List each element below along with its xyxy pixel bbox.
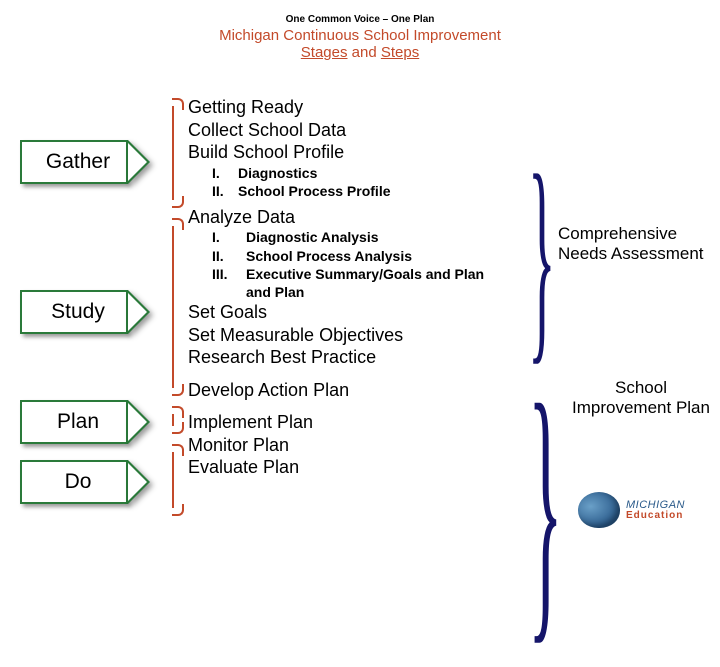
step-text: Evaluate Plan [188,456,538,479]
bracket-plan [172,406,186,434]
michigan-education-logo: MICHIGAN Education [578,490,708,530]
brace-top-icon: } [528,170,556,343]
label-school-plan: School Improvement Plan [566,378,716,419]
stage-label: Do [65,470,106,494]
stage-label: Study [51,300,119,324]
logo-swoosh-icon [578,492,620,528]
label-comprehensive: Comprehensive Needs Assessment [558,224,718,265]
substep: III.Executive Summary/Goals and Plan [188,265,538,283]
stage-gather: Gather [20,140,150,184]
substep: and Plan [188,283,538,301]
logo-line1: MICHIGAN [626,500,685,511]
substep: I.Diagnostics [188,164,538,182]
substep: II.School Process Profile [188,182,538,200]
step-text: Collect School Data [188,119,538,142]
title-steps: Steps [381,44,419,61]
stage-study: Study [20,290,150,334]
step-text: Set Goals [188,301,538,324]
bracket-do [172,444,186,516]
step-text: Analyze Data [188,206,538,229]
title-line1: Michigan Continuous School Improvement [0,27,720,44]
logo-line2: Education [626,511,685,521]
title-line2: Stages and Steps [0,44,720,61]
bracket-study [172,218,186,396]
tagline: One Common Voice – One Plan [0,14,720,25]
step-text: Implement Plan [188,411,538,434]
stage-plan: Plan [20,400,150,444]
stage-label: Gather [46,150,124,174]
step-text: Build School Profile [188,141,538,164]
bracket-gather [172,98,186,208]
stage-do: Do [20,460,150,504]
substep: II.School Process Analysis [188,247,538,265]
step-text: Set Measurable Objectives [188,324,538,347]
header: One Common Voice – One Plan Michigan Con… [0,0,720,61]
title-stages: Stages [301,44,348,61]
step-text: Develop Action Plan [188,379,538,402]
step-text: Research Best Practice [188,346,538,369]
step-text: Getting Ready [188,96,538,119]
brace-bottom-icon: } [528,398,563,616]
stage-label: Plan [57,410,113,434]
steps-content: Getting Ready Collect School Data Build … [188,96,538,479]
step-text: Monitor Plan [188,434,538,457]
substep: I.Diagnostic Analysis [188,228,538,246]
